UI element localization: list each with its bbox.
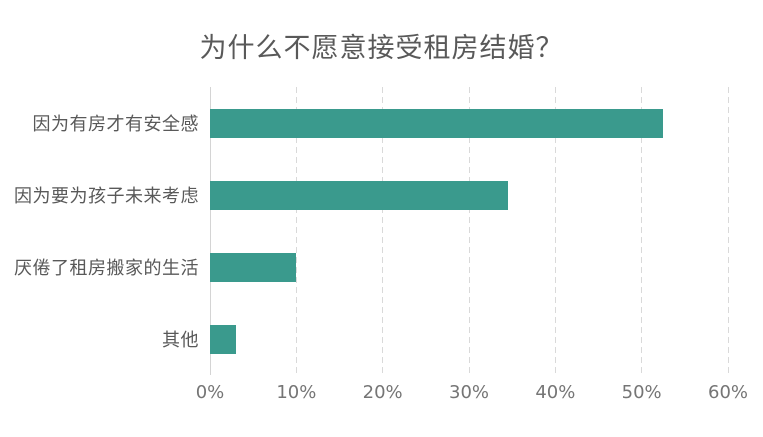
gridline (727, 87, 729, 375)
chart-title: 为什么不愿意接受租房结婚？ (199, 33, 564, 64)
gridline (382, 87, 384, 375)
gridline (641, 87, 643, 375)
category-label: 厌倦了租房搬家的生活 (14, 258, 199, 279)
bar-track (210, 324, 728, 354)
bar-row: 因为要为孩子未来考虑 (0, 159, 728, 231)
category-label: 因为要为孩子未来考虑 (14, 186, 199, 207)
plot-area (209, 87, 729, 375)
bar-row: 其他 (0, 303, 728, 375)
category-label: 其他 (162, 330, 199, 351)
category-label: 因为有房才有安全感 (32, 114, 199, 135)
bar-row: 厌倦了租房搬家的生活 (0, 231, 728, 303)
x-tick-label: 50% (621, 382, 662, 403)
x-tick-label: 30% (448, 382, 490, 403)
gridline (468, 87, 470, 375)
x-tick-label: 0% (195, 382, 225, 403)
bar-row: 因为有房才有安全感 (0, 87, 728, 159)
bar-rows: 因为有房才有安全感因为要为孩子未来考虑 厌倦了租房搬家的生活其他 (0, 87, 728, 375)
x-axis: 0% 10% 20% 30% 40% 50% 60% (196, 382, 748, 406)
x-tick-label: 40% (535, 382, 576, 403)
bar-track (210, 252, 728, 282)
gridline (554, 87, 556, 375)
bar (210, 108, 664, 138)
bar (210, 180, 508, 210)
bar-track (210, 108, 728, 138)
x-tick-label: 10% (276, 382, 317, 403)
x-tick-label: 60% (707, 382, 749, 403)
gridline (295, 87, 297, 375)
bar-track (210, 180, 728, 210)
bar (210, 252, 297, 282)
y-axis-line (209, 87, 211, 375)
x-tick-label: 20% (362, 382, 403, 403)
bar (210, 324, 236, 354)
